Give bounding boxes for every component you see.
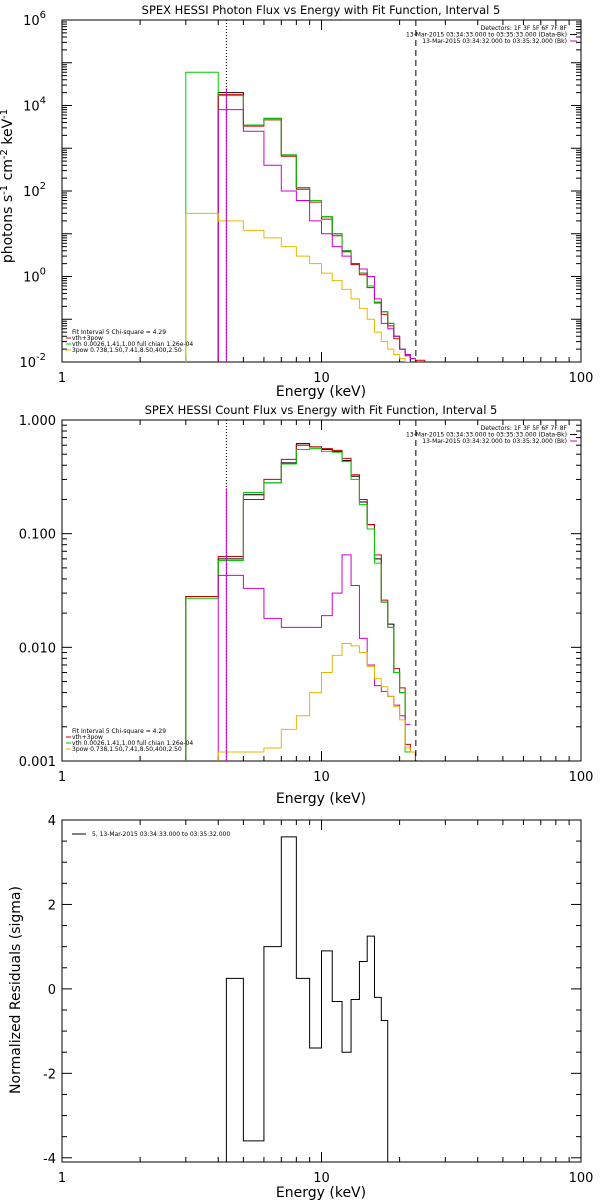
plot-area: 1 10 100 0.001 0.010 0.100 1.000 Detectors: 1F … bbox=[19, 414, 594, 785]
legend-bottom-entry: vth+3pow bbox=[72, 734, 103, 741]
legend-bottom-entry: Fit Interval 5 Chi-square = 4.29 bbox=[72, 728, 166, 735]
series-line-3pow bbox=[217, 643, 416, 761]
x-tick-label: 10 bbox=[313, 371, 330, 386]
y-axis-label: photons s-1 cm-2 keV-1 bbox=[0, 109, 16, 263]
x-tick-label: 1 bbox=[58, 770, 66, 785]
series-line-3pow bbox=[185, 212, 411, 362]
y-tick-label: 0 bbox=[48, 983, 56, 998]
x-tick-label: 10 bbox=[313, 1171, 330, 1186]
series-layer bbox=[185, 71, 426, 362]
legend-top-entry: 13-Mar-2015 03:34:32.000 to 03:35:32.000… bbox=[422, 438, 567, 445]
x-axis-label: Energy (keV) bbox=[276, 384, 366, 400]
series-layer bbox=[185, 443, 416, 761]
legend-bottom-entry: vth+3pow bbox=[72, 335, 103, 342]
legend-top-entry: 13-Mar-2015 03:34:33.000 to 03:35:33.000… bbox=[406, 32, 567, 39]
plot-area: 1 10 100 -4 -2 0 2 4 5, 13-Mar-2015 03:34:33.000… bbox=[43, 814, 593, 1186]
count-flux-panel: SPEX HESSI Count Flux vs Energy with Fit… bbox=[19, 403, 594, 807]
y-tick-label: 0.001 bbox=[19, 755, 56, 770]
x-tick-label: 100 bbox=[569, 1171, 594, 1186]
legend-bottom-entry: 3pow 0.738,1.50,7.41,8.50,400,2.50 bbox=[72, 347, 182, 354]
x-axis-label: Energy (keV) bbox=[276, 1185, 366, 1200]
y-tick-label: -4 bbox=[43, 1152, 56, 1167]
series-line-bk bbox=[217, 109, 416, 362]
legend-top-entry: 13-Mar-2015 03:34:33.000 to 03:35:33.000… bbox=[406, 432, 567, 439]
chart-title: SPEX HESSI Photon Flux vs Energy with Fi… bbox=[142, 3, 501, 17]
legend-top-entry: Detectors: 1F 3F 5F 6F 7F 8F bbox=[481, 25, 568, 32]
y-tick-label: 1.000 bbox=[19, 414, 56, 429]
legend-top-entry: 5, 13-Mar-2015 03:34:33.000 to 03:35:32.… bbox=[92, 831, 230, 838]
legend-top-entry: Detectors: 1F 3F 5F 6F 7F 8F bbox=[481, 425, 568, 432]
legend-bottom-entry: vth 0.0026,1.41,1.00 full chian 1.26e-04 bbox=[72, 341, 193, 348]
series-line-vth bbox=[185, 448, 411, 761]
x-tick-label: 10 bbox=[313, 770, 330, 785]
legend-bottom-entry: vth 0.0026,1.41,1.00 full chian 1.26e-04 bbox=[72, 740, 193, 747]
x-tick-label: 100 bbox=[569, 770, 594, 785]
series-layer bbox=[225, 836, 389, 1162]
x-tick-label: 1 bbox=[58, 1171, 66, 1186]
y-tick-label: 4 bbox=[48, 814, 56, 829]
photon-flux-panel: SPEX HESSI Photon Flux vs Energy with Fi… bbox=[0, 3, 593, 400]
y-axis-label: Normalized Residuals (sigma) bbox=[8, 886, 24, 1094]
series-line-5-13-mar-2015-03-34-33-000-to-03-35-32-000 bbox=[225, 836, 389, 1162]
y-tick-label: -2 bbox=[43, 1067, 56, 1082]
y-tick-label: 2 bbox=[48, 898, 56, 913]
y-tick-label: 0.100 bbox=[19, 528, 56, 543]
legend-top-entry: 13-Mar-2015 03:34:32.000 to 03:35:32.000… bbox=[422, 38, 567, 45]
x-axis-label: Energy (keV) bbox=[276, 791, 366, 807]
residuals-panel: 1 10 100 -4 -2 0 2 4 5, 13-Mar-2015 03:34:33.000… bbox=[8, 814, 593, 1200]
legend-bottom-entry: Fit Interval 5 Chi-square = 4.29 bbox=[72, 329, 166, 336]
x-tick-label: 1 bbox=[58, 371, 66, 386]
legend-bottom-entry: 3pow 0.738,1.50,7.41,8.50,400,2.50 bbox=[72, 746, 182, 753]
y-tick-label: 0.010 bbox=[19, 641, 56, 656]
x-tick-label: 100 bbox=[569, 371, 594, 386]
chart-title: SPEX HESSI Count Flux vs Energy with Fit… bbox=[145, 403, 498, 417]
